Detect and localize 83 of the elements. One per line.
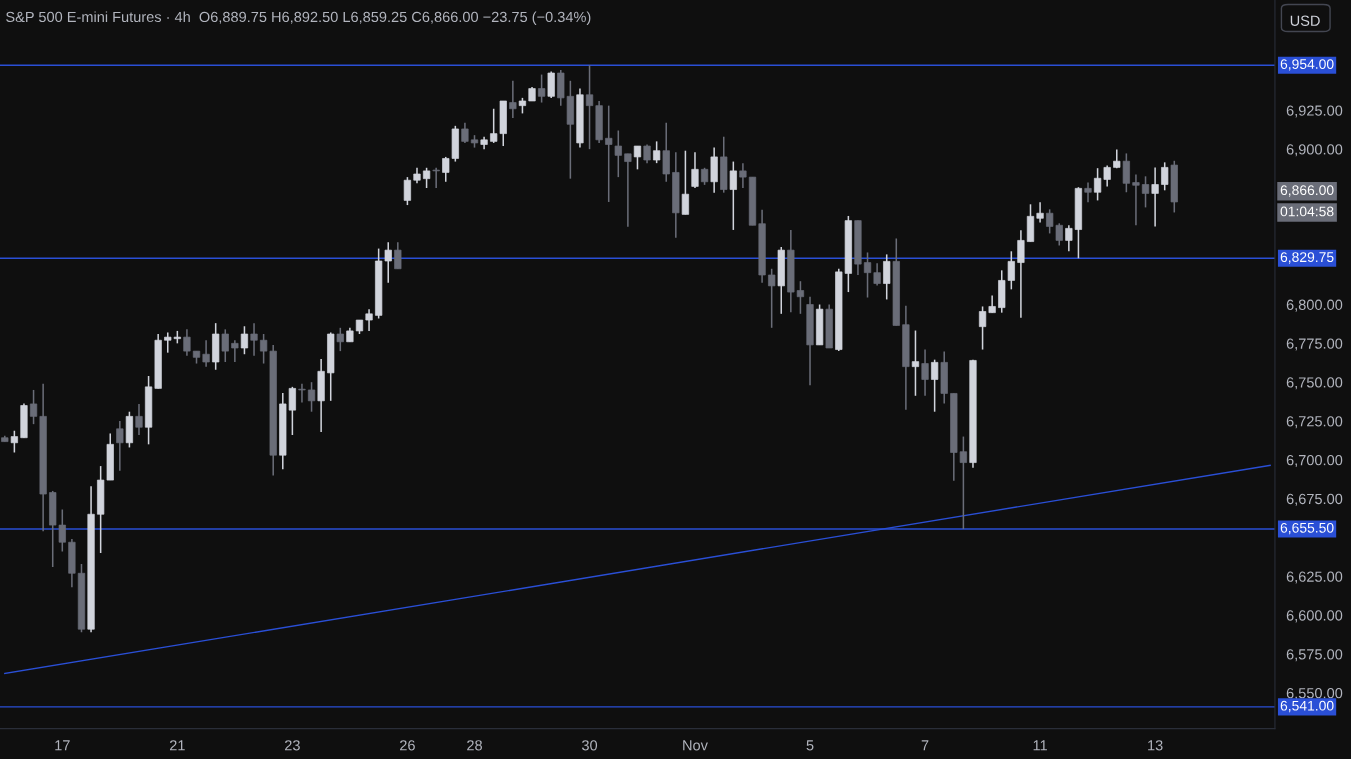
y-tick-label: 6,575.00 — [1286, 649, 1343, 662]
candlestick — [250, 322, 258, 357]
y-tick-label: 6,925.00 — [1286, 105, 1343, 118]
chart-title: S&P 500 E-mini Futures · 4h O6,889.75 H6,892.50 L6,859.25 C6,866.00 −23.75 (−0.34%) — [6, 11, 591, 25]
candlestick — [1036, 201, 1044, 224]
candlestick — [298, 382, 306, 404]
candlestick — [231, 339, 239, 363]
candlestick — [547, 70, 555, 99]
candlestick — [883, 253, 891, 301]
candlestick — [1151, 166, 1159, 228]
candlestick — [202, 339, 210, 368]
y-tick-label: 6,800.00 — [1286, 299, 1343, 312]
y-tick-label: 6,675.00 — [1286, 493, 1343, 506]
candlestick — [307, 381, 316, 413]
candlestick — [931, 358, 939, 413]
candlestick — [1017, 229, 1025, 319]
y-tick-label: 6,600.00 — [1286, 610, 1343, 623]
x-tick-label: Nov — [683, 740, 708, 751]
candlestick — [921, 348, 929, 397]
candlestick — [240, 325, 249, 355]
candlestick — [221, 328, 229, 363]
x-tick-label: 30 — [581, 740, 598, 751]
candlestick — [1161, 161, 1169, 192]
candlestick — [403, 176, 412, 206]
ref-line-label: 6,655.50 — [1280, 522, 1334, 535]
y-tick-label: 6,725.00 — [1286, 416, 1343, 429]
x-tick-label: 26 — [400, 740, 415, 751]
candlestick — [135, 403, 143, 436]
candlestick — [614, 129, 622, 178]
candlestick — [739, 162, 747, 189]
candlestick — [873, 262, 881, 287]
ref-line-label: 6,954.00 — [1280, 59, 1334, 71]
candlestick — [365, 308, 373, 332]
candlestick — [643, 143, 651, 164]
candlestick — [1132, 173, 1140, 227]
candlestick — [978, 305, 987, 351]
x-tick-label: 17 — [55, 740, 70, 751]
y-tick-label: 6,750.00 — [1286, 377, 1343, 390]
candlestick — [116, 420, 124, 472]
candlestick — [768, 268, 776, 329]
x-tick-label: 5 — [806, 740, 814, 751]
x-tick-label: 21 — [169, 740, 185, 751]
x-tick-label: 7 — [921, 740, 929, 751]
candlestick — [633, 145, 642, 171]
candlestick — [10, 429, 18, 454]
ref-line-label: 6,829.75 — [1280, 252, 1334, 264]
candlestick — [605, 104, 613, 203]
y-tick-label: 6,775.00 — [1286, 338, 1343, 351]
candlestick — [29, 389, 38, 425]
candlestick — [1141, 175, 1150, 209]
candlestick — [585, 64, 594, 150]
candlestick — [183, 328, 191, 357]
candlestick — [336, 327, 344, 352]
y-tick-label: 6,550.00 — [1286, 688, 1343, 701]
candlestick — [624, 153, 632, 228]
text: 6,866.00 — [1280, 185, 1334, 197]
ref-line-label: 6,541.00 — [1280, 700, 1334, 713]
x-tick-label: 11 — [1033, 740, 1047, 751]
text: USD — [1290, 15, 1320, 26]
candlestick — [422, 167, 431, 189]
candlestick — [691, 151, 699, 189]
x-tick-label: 28 — [467, 740, 482, 751]
candlestick — [662, 121, 670, 183]
candlestick — [729, 160, 737, 231]
candlestick — [863, 251, 872, 299]
candlestick — [394, 241, 402, 270]
y-tick-label: 6,900.00 — [1286, 144, 1343, 157]
candlestick — [461, 121, 469, 144]
y-tick-label: 6,700.00 — [1286, 454, 1343, 468]
candlestick — [432, 167, 440, 189]
candlestick — [681, 149, 690, 216]
x-tick-label: 23 — [285, 740, 300, 751]
candlestick — [1122, 152, 1130, 194]
candlestick — [1065, 224, 1073, 253]
candlestick — [509, 80, 517, 119]
text: 01:04:58 — [1280, 206, 1334, 217]
candlestick — [538, 73, 546, 104]
y-tick-label: 6,625.00 — [1286, 571, 1343, 584]
candlestick — [1084, 181, 1092, 204]
x-tick-label: 13 — [1148, 740, 1163, 751]
candlestick — [653, 140, 661, 164]
candlestick — [796, 280, 805, 315]
candlestick — [911, 329, 920, 397]
